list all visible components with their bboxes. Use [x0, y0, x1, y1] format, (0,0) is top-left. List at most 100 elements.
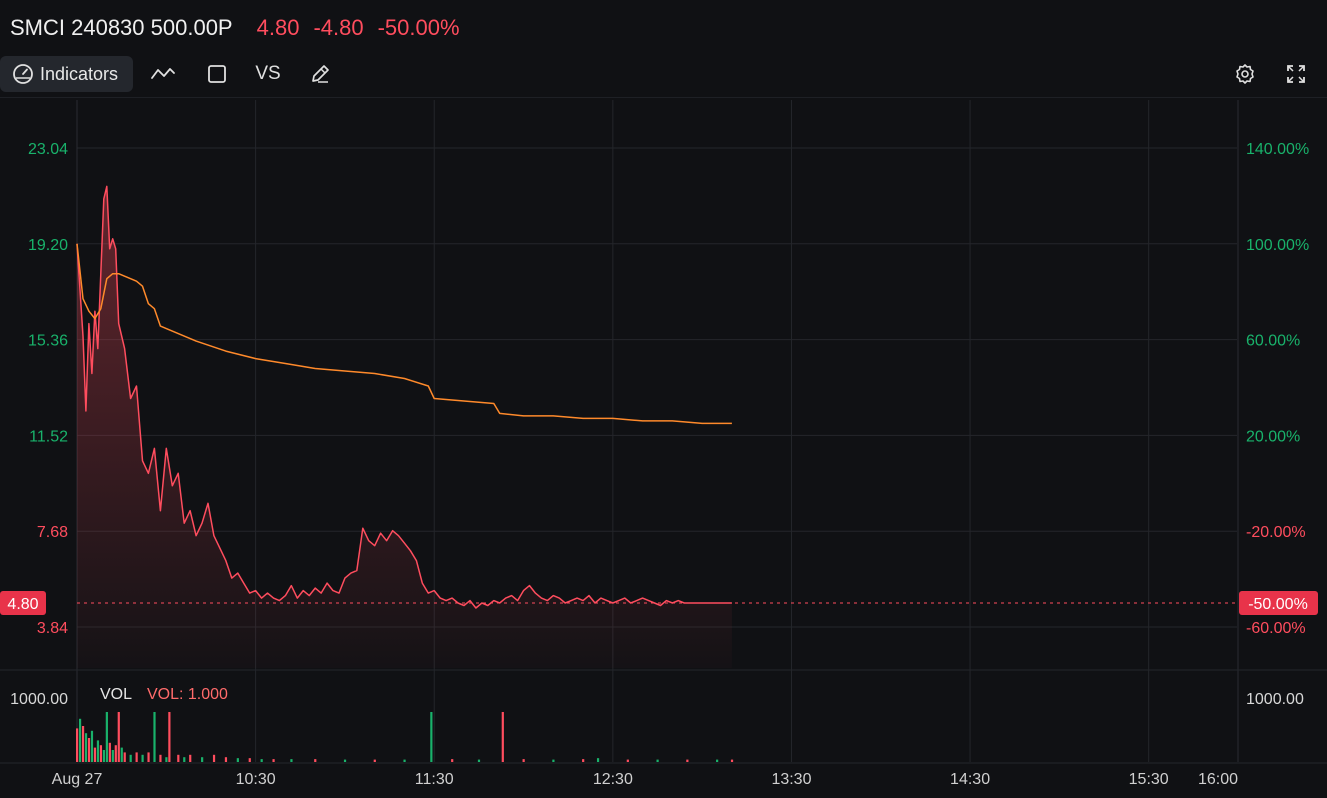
y-right-tick-label: -60.00%: [1246, 620, 1306, 637]
line-tool-button[interactable]: [148, 56, 178, 92]
volume-bar: [84, 733, 88, 762]
draw-tool-button[interactable]: [305, 56, 335, 92]
current-percent-label: -50.00%: [1248, 596, 1308, 613]
x-tick-label: 10:30: [236, 771, 276, 788]
y-right-tick-label: 140.00%: [1246, 141, 1309, 158]
volume-bar: [343, 759, 347, 762]
volume-bar: [201, 757, 204, 762]
fullscreen-icon: [1287, 65, 1305, 83]
y-right-tick-label: -20.00%: [1246, 524, 1306, 541]
indicators-button[interactable]: Indicators: [0, 56, 133, 92]
gear-icon: [1236, 64, 1254, 84]
price-change-percent: -50.00%: [377, 15, 460, 40]
y-left-tick-label: 7.68: [37, 524, 68, 541]
volume-bar: [582, 759, 585, 762]
compare-vs-button[interactable]: VS: [255, 63, 281, 84]
volume-bar: [716, 759, 719, 762]
x-tick-label: 15:30: [1129, 771, 1169, 788]
volume-bar: [141, 754, 144, 762]
price-series-line: [76, 185, 732, 609]
volume-bar: [552, 759, 555, 762]
volume-bar: [93, 747, 97, 762]
y-right-tick-label: 60.00%: [1246, 333, 1300, 350]
y-left-tick-label: 3.84: [37, 620, 68, 637]
volume-axis-tick-right: 1000.00: [1246, 691, 1304, 708]
rectangle-tool-button[interactable]: [203, 56, 231, 92]
volume-bar: [236, 758, 239, 762]
current-price-label: 4.80: [7, 596, 38, 613]
x-tick-label: 13:30: [771, 771, 811, 788]
last-price: 4.80: [256, 15, 300, 40]
indicator-gauge-icon: [13, 64, 33, 84]
rectangle-icon: [208, 65, 226, 83]
volume-bar: [189, 754, 192, 762]
volume-bar: [596, 758, 600, 762]
line-chart-icon: [151, 68, 175, 79]
fullscreen-button[interactable]: [1281, 56, 1311, 92]
volume-bar: [96, 740, 100, 762]
volume-bar: [135, 752, 138, 762]
volume-value-label: VOL: 1.000: [147, 686, 228, 703]
volume-bar: [430, 712, 433, 762]
volume-bar: [451, 759, 454, 762]
volume-bar: [730, 759, 734, 762]
volume-bar: [168, 712, 171, 762]
y-left-tick-label: 11.52: [29, 428, 68, 445]
volume-bar: [501, 712, 504, 762]
x-tick-label: 11:30: [415, 771, 454, 788]
price-area-fill: [77, 186, 732, 668]
volume-bar: [626, 759, 629, 762]
volume-bar: [686, 759, 689, 762]
x-tick-label: 16:00: [1198, 771, 1238, 788]
volume-bar: [403, 759, 406, 762]
volume-bar: [373, 759, 376, 762]
x-tick-label: 14:30: [950, 771, 990, 788]
pencil-icon: [312, 65, 329, 83]
current-price-pill: [0, 591, 46, 616]
instrument-title: SMCI 240830 500.00P: [10, 15, 233, 40]
volume-bar: [272, 759, 275, 762]
average-price-line: [76, 243, 732, 425]
volume-bar: [147, 752, 150, 762]
volume-bar: [177, 754, 180, 762]
volume-bar: [120, 747, 123, 762]
volume-bar: [90, 730, 94, 762]
volume-bar: [260, 759, 263, 762]
volume-axis-tick-left: 1000.00: [10, 691, 68, 708]
volume-bar: [108, 742, 111, 762]
volume-label: VOL: [100, 686, 132, 703]
x-tick-label: Aug 27: [52, 771, 103, 788]
volume-bar: [129, 754, 132, 762]
volume-bar: [290, 759, 293, 762]
y-left-tick-label: 19.20: [28, 237, 68, 254]
volume-bar: [105, 712, 108, 762]
volume-bar: [248, 758, 251, 762]
volume-bar: [183, 757, 186, 762]
volume-bar: [76, 728, 79, 762]
y-right-tick-label: 20.00%: [1246, 428, 1300, 445]
price-change: -4.80: [313, 15, 364, 40]
volume-bar: [153, 712, 156, 762]
volume-bar: [123, 752, 126, 762]
settings-button[interactable]: [1230, 56, 1260, 92]
volume-bar: [87, 738, 91, 762]
volume-bar: [114, 745, 117, 762]
y-left-tick-label: 15.36: [28, 333, 68, 350]
volume-bar: [78, 718, 82, 762]
y-left-tick-label: 23.04: [28, 141, 68, 158]
volume-bar: [656, 759, 659, 762]
volume-bar: [111, 750, 114, 762]
quote-header: SMCI 240830 500.00P 4.80 -4.80 -50.00%: [10, 14, 474, 42]
volume-bar: [314, 759, 317, 762]
chart-toolbar: Indicators VS: [0, 56, 1327, 96]
volume-bar: [522, 759, 525, 762]
volume-bar: [165, 757, 168, 762]
x-tick-label: 12:30: [593, 771, 633, 788]
volume-bar: [102, 750, 105, 762]
volume-bar: [224, 757, 228, 762]
current-percent-pill: [1239, 591, 1318, 616]
toolbar-divider: [0, 97, 1327, 98]
volume-bar: [117, 712, 120, 762]
y-right-tick-label: 100.00%: [1246, 237, 1309, 254]
